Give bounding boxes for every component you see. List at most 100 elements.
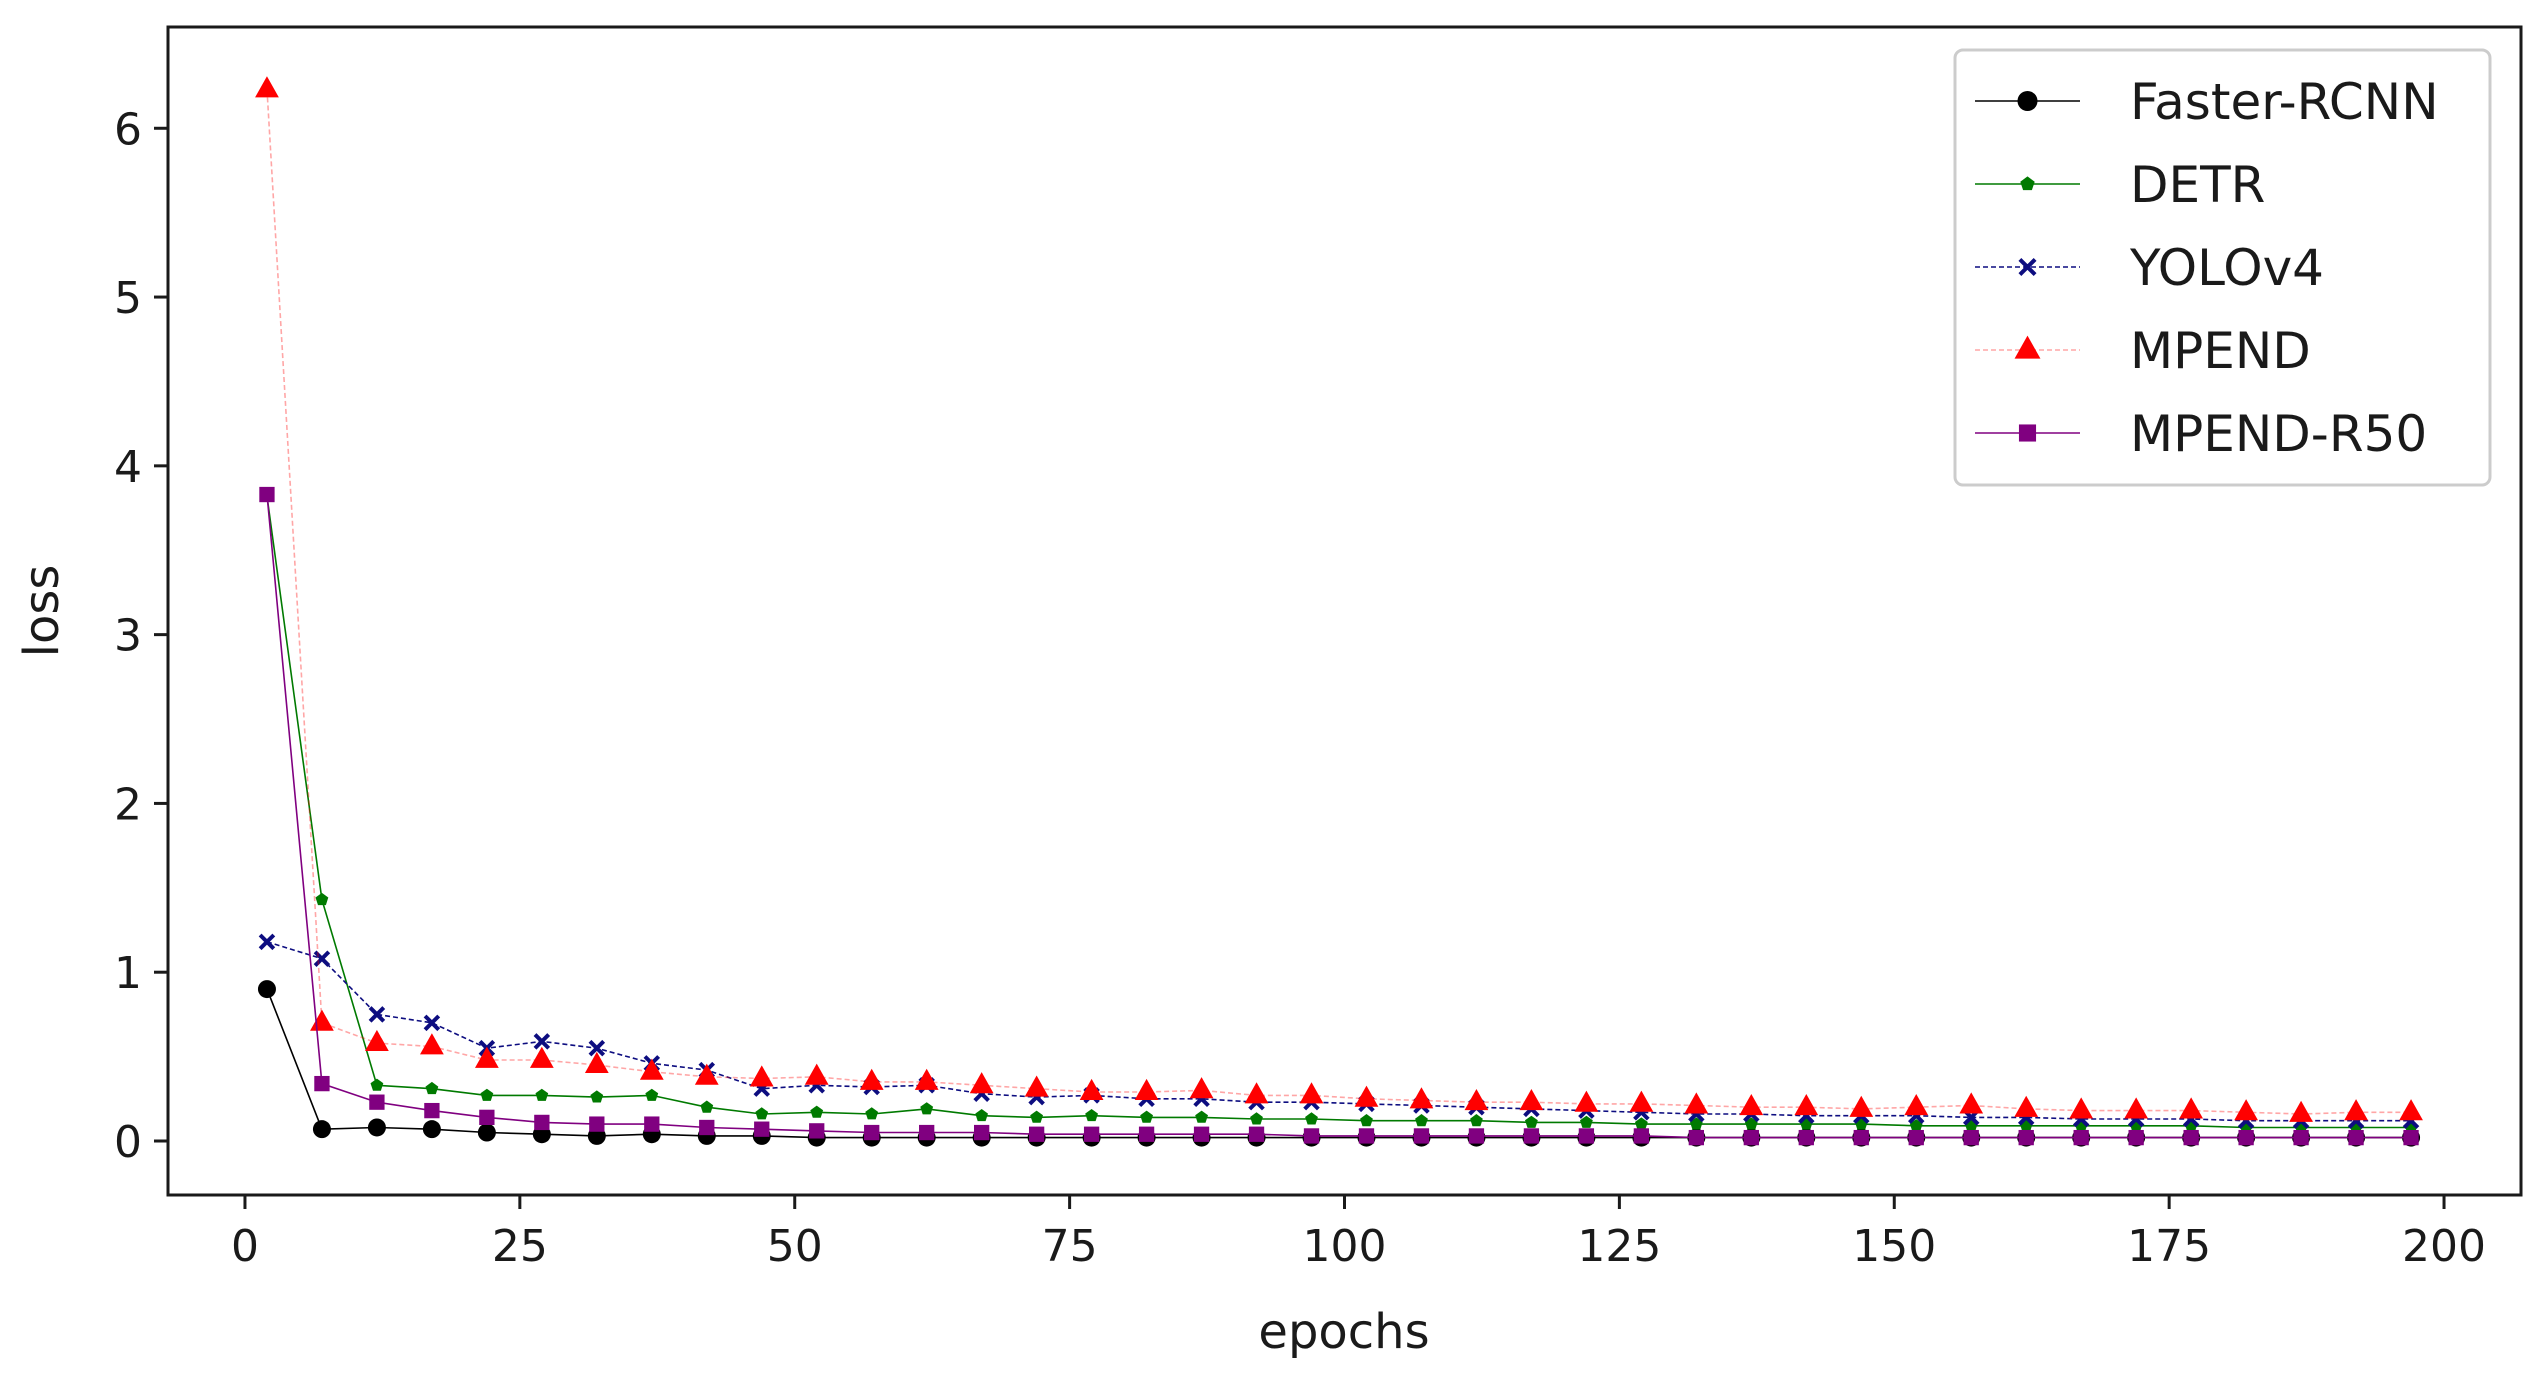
data-point <box>1849 1095 1874 1117</box>
data-point <box>368 1006 386 1023</box>
data-point <box>1358 1128 1375 1144</box>
data-point <box>2348 1129 2364 1146</box>
data-point <box>1688 1129 1705 1146</box>
data-point <box>2014 1095 2039 1117</box>
data-point <box>974 1124 990 1141</box>
data-point <box>810 1105 824 1118</box>
data-point <box>1415 1114 1428 1127</box>
series-line <box>266 941 2411 1122</box>
data-point <box>423 1014 441 1032</box>
data-point <box>1744 1117 1758 1130</box>
data-point <box>1193 1126 1210 1142</box>
data-point <box>535 1088 549 1101</box>
legend: Faster-RCNN DETR YOLOv4 MPEND MPEND-R50 <box>1953 48 2492 487</box>
y-tick-label: 6 <box>114 104 142 155</box>
data-point <box>1244 1082 1269 1104</box>
data-point <box>1134 1078 1159 1100</box>
data-point <box>425 1081 439 1095</box>
data-point <box>1464 1088 1489 1111</box>
data-point <box>2128 1129 2144 1146</box>
data-point <box>1635 1117 1648 1130</box>
x-tick-label: 175 <box>2127 1221 2211 1272</box>
data-point <box>1633 1128 1650 1144</box>
legend-label: YOLOv4 <box>2129 239 2324 297</box>
data-point <box>1904 1094 1929 1116</box>
data-point <box>754 1121 770 1137</box>
data-point <box>1085 1109 1098 1122</box>
data-point <box>424 1102 440 1119</box>
data-point <box>1195 1110 1208 1123</box>
data-point <box>1354 1085 1379 1107</box>
x-tick-label: 75 <box>1042 1221 1098 1272</box>
x-tick-label: 125 <box>1577 1221 1661 1272</box>
x-axis: 0 25 50 75 100 125 150 175 200 <box>231 1195 2486 1272</box>
data-point <box>258 933 276 951</box>
data-point <box>477 1123 496 1142</box>
data-point <box>1519 1088 1544 1111</box>
series-line <box>266 89 2411 1115</box>
y-tick-label: 4 <box>114 442 142 493</box>
data-point <box>2179 1097 2204 1119</box>
data-point <box>919 1124 935 1141</box>
data-point <box>1079 1078 1104 1100</box>
data-point <box>699 1119 715 1136</box>
data-point <box>1963 1129 1979 1146</box>
x-tick-label: 0 <box>231 1221 259 1272</box>
data-point <box>480 1088 494 1101</box>
data-point <box>1305 1112 1318 1125</box>
data-point <box>529 1046 554 1068</box>
data-point <box>809 1123 825 1139</box>
data-point <box>1470 1114 1483 1127</box>
data-point <box>312 1120 331 1139</box>
data-point <box>1743 1129 1759 1146</box>
legend-item: Faster-RCNN <box>1975 73 2439 131</box>
data-point <box>920 1102 934 1115</box>
data-point <box>367 1118 386 1137</box>
data-point <box>257 980 276 999</box>
data-point <box>975 1109 988 1122</box>
data-point <box>1360 1114 1373 1127</box>
legend-item: DETR <box>1975 156 2265 214</box>
y-tick-label: 1 <box>114 948 142 999</box>
data-point <box>2344 1099 2368 1121</box>
legend-label: Faster-RCNN <box>2130 73 2439 131</box>
data-point <box>2399 1099 2423 1121</box>
data-point <box>645 1088 659 1101</box>
data-point <box>859 1068 884 1090</box>
y-tick-label: 2 <box>114 779 142 830</box>
y-tick-label: 0 <box>114 1117 142 1168</box>
x-tick-label: 25 <box>492 1221 548 1272</box>
data-point <box>313 950 331 967</box>
data-point <box>590 1090 604 1103</box>
data-point <box>315 892 329 906</box>
data-point <box>1629 1090 1654 1112</box>
data-point <box>1798 1129 1814 1146</box>
legend-swatch-marker <box>2020 176 2035 191</box>
data-point <box>1525 1115 1538 1128</box>
data-point <box>1580 1115 1593 1128</box>
data-point <box>1684 1092 1709 1114</box>
data-point <box>255 76 279 98</box>
data-point <box>864 1124 880 1141</box>
data-point <box>422 1120 441 1139</box>
data-point <box>584 1051 609 1073</box>
data-point <box>1083 1126 1100 1142</box>
x-tick-label: 200 <box>2402 1221 2486 1272</box>
legend-swatch-marker <box>2018 257 2037 277</box>
data-point <box>259 486 275 503</box>
data-point <box>694 1063 719 1085</box>
data-point <box>865 1107 879 1120</box>
data-point <box>1690 1117 1703 1130</box>
series-layer <box>255 76 2423 1147</box>
data-point <box>420 1033 444 1055</box>
data-point <box>755 1107 769 1120</box>
data-point <box>1908 1129 1924 1146</box>
data-point <box>1250 1112 1263 1125</box>
data-point <box>1024 1075 1049 1097</box>
data-point <box>2293 1129 2309 1146</box>
data-point <box>2234 1099 2258 1121</box>
data-point <box>2238 1129 2254 1146</box>
y-axis-label: loss <box>14 565 70 658</box>
data-point <box>479 1109 495 1126</box>
legend-swatch-marker <box>2014 335 2041 359</box>
